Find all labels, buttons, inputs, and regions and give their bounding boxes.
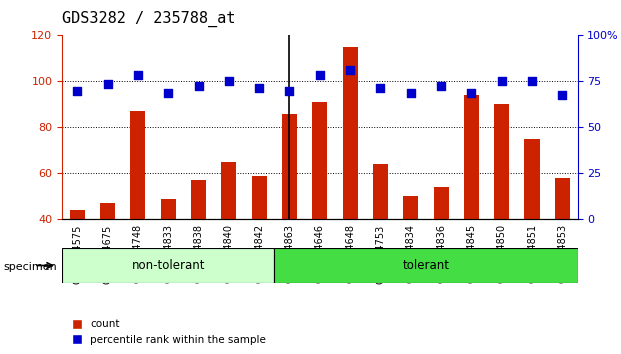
Bar — [343, 47, 358, 219]
Text: specimen: specimen — [3, 262, 57, 272]
Legend: count, percentile rank within the sample: count, percentile rank within the sample — [67, 315, 270, 349]
Bar — [494, 104, 509, 219]
Text: GDS3282 / 235788_at: GDS3282 / 235788_at — [62, 11, 235, 27]
Bar — [373, 164, 388, 219]
Bar — [464, 95, 479, 219]
Bar — [525, 139, 540, 219]
Point — [466, 90, 476, 96]
Point — [163, 90, 173, 96]
Point — [224, 79, 234, 84]
Text: tolerant: tolerant — [402, 259, 450, 272]
Point — [102, 81, 112, 87]
Point — [406, 90, 415, 96]
Point — [436, 83, 446, 89]
Bar — [433, 187, 448, 219]
Bar — [282, 114, 297, 219]
Point — [376, 85, 386, 91]
Point — [284, 88, 294, 93]
Bar — [191, 181, 206, 219]
Point — [254, 85, 264, 91]
Text: non-tolerant: non-tolerant — [132, 259, 205, 272]
Bar — [555, 178, 570, 219]
Bar — [403, 196, 419, 219]
Point — [497, 79, 507, 84]
Bar — [312, 102, 327, 219]
Bar — [221, 162, 237, 219]
Point — [315, 72, 325, 77]
Bar — [252, 176, 267, 219]
Bar — [100, 203, 115, 219]
Point — [527, 79, 537, 84]
Point — [345, 67, 355, 73]
Point — [72, 88, 82, 93]
Bar — [161, 199, 176, 219]
Point — [133, 72, 143, 77]
Bar — [70, 210, 85, 219]
Bar — [274, 248, 578, 283]
Bar — [62, 248, 274, 283]
Point — [194, 83, 204, 89]
Point — [558, 92, 568, 98]
Bar — [130, 111, 145, 219]
